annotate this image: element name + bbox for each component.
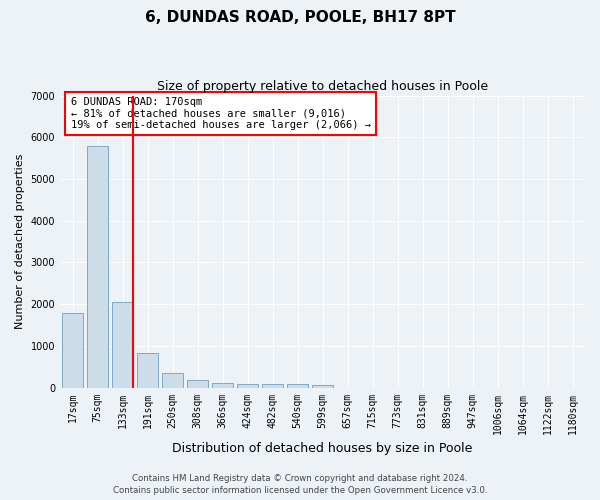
Text: 6 DUNDAS ROAD: 170sqm
← 81% of detached houses are smaller (9,016)
19% of semi-d: 6 DUNDAS ROAD: 170sqm ← 81% of detached …: [71, 97, 371, 130]
Bar: [62, 314, 83, 388]
Bar: [187, 380, 208, 388]
Text: Contains HM Land Registry data © Crown copyright and database right 2024.
Contai: Contains HM Land Registry data © Crown c…: [113, 474, 487, 495]
Text: 6, DUNDAS ROAD, POOLE, BH17 8PT: 6, DUNDAS ROAD, POOLE, BH17 8PT: [145, 10, 455, 25]
Bar: [112, 302, 133, 388]
X-axis label: Distribution of detached houses by size in Poole: Distribution of detached houses by size …: [172, 442, 473, 455]
Bar: [87, 146, 108, 388]
Bar: [212, 383, 233, 388]
Bar: [237, 384, 258, 388]
Bar: [162, 374, 183, 388]
Title: Size of property relative to detached houses in Poole: Size of property relative to detached ho…: [157, 80, 488, 93]
Bar: [287, 384, 308, 388]
Y-axis label: Number of detached properties: Number of detached properties: [15, 154, 25, 330]
Bar: [312, 386, 333, 388]
Bar: [137, 354, 158, 388]
Bar: [262, 384, 283, 388]
